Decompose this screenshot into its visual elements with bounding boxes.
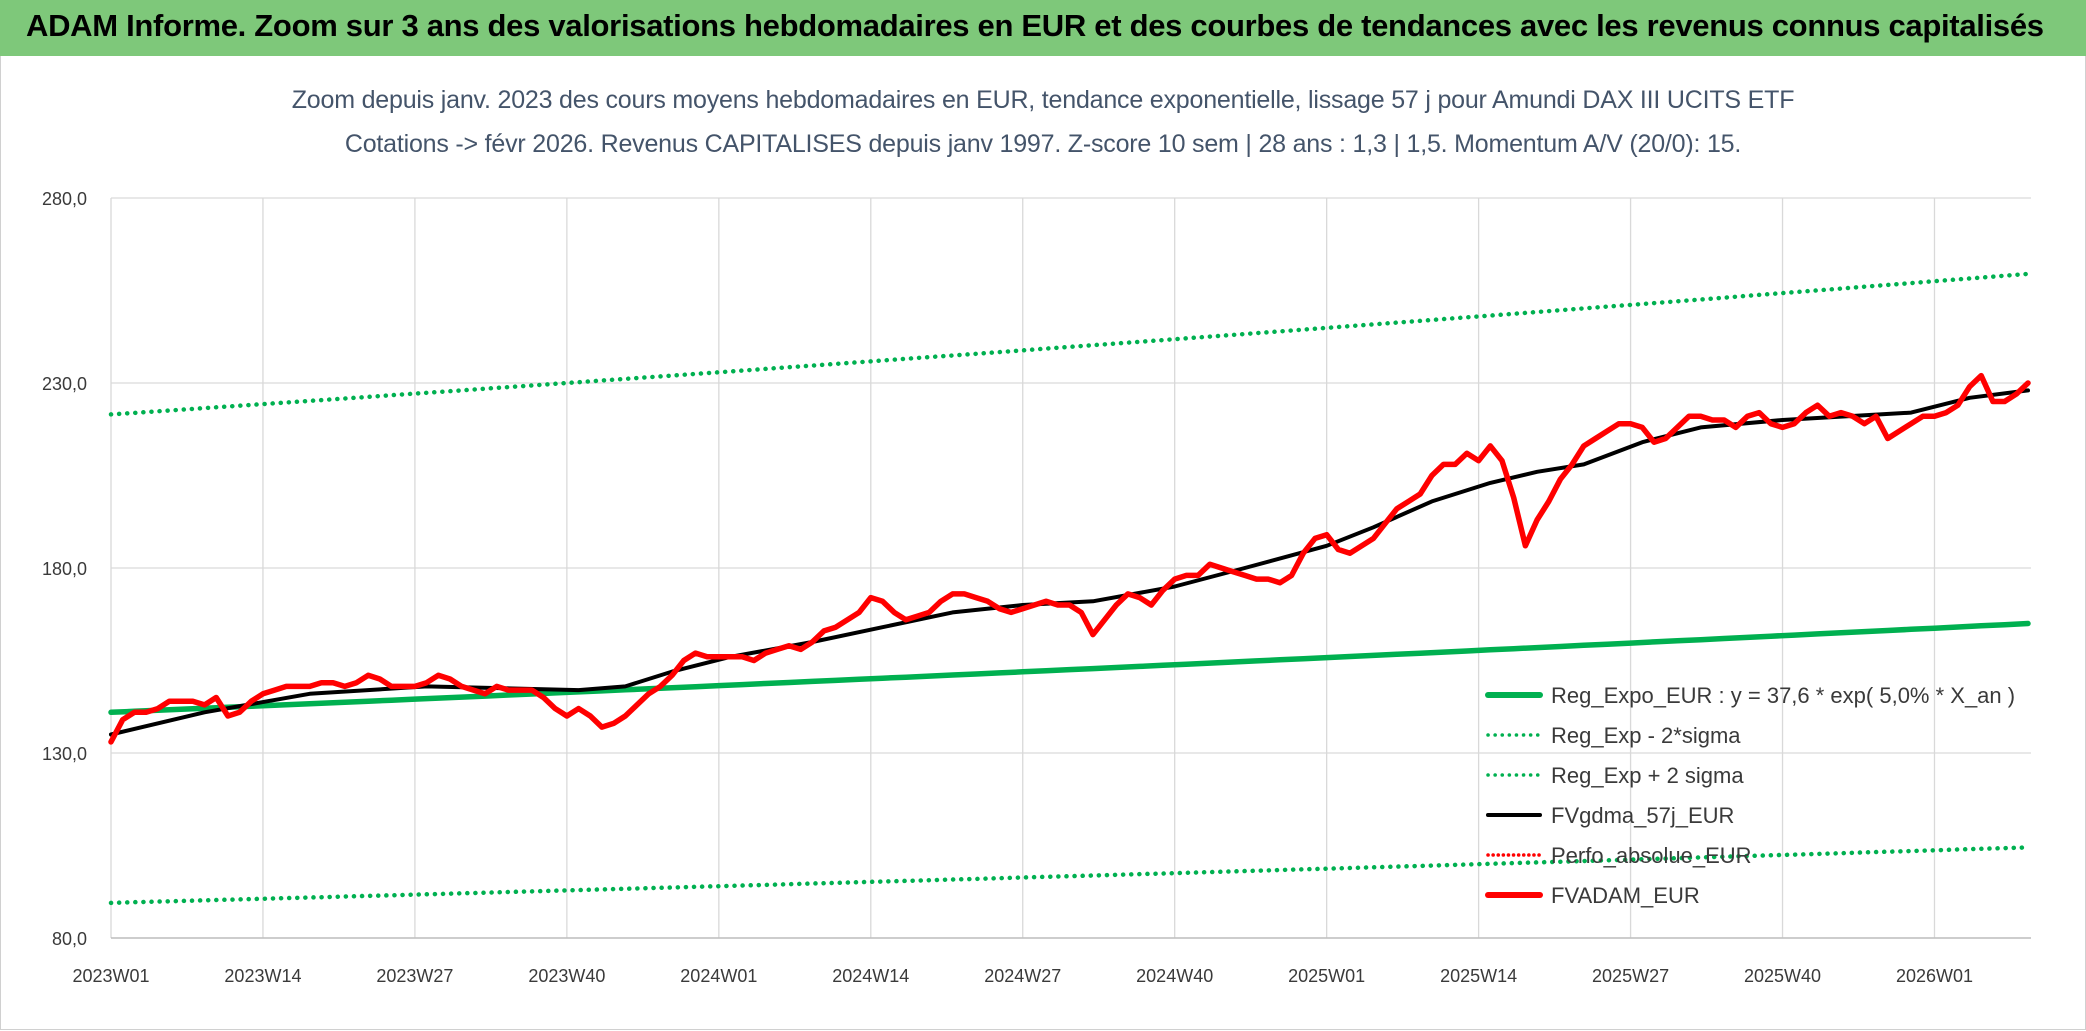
y-tick-label: 130,0	[42, 744, 87, 764]
report-title: ADAM Informe. Zoom sur 3 ans des valoris…	[26, 8, 2044, 43]
series-0-reg_expo_eur-line	[108, 620, 2031, 716]
series-2-reg_exp-line	[108, 271, 2031, 417]
x-tick-label: 2023W01	[72, 966, 149, 986]
x-tick-label: 2023W40	[528, 966, 605, 986]
legend-label: Reg_Exp - 2*sigma	[1551, 723, 1741, 748]
legend: Reg_Expo_EUR : y = 37,6 * exp( 5,0% * X_…	[1485, 683, 2015, 908]
x-tick-label: 2024W27	[984, 966, 1061, 986]
x-tick-label: 2024W40	[1136, 966, 1213, 986]
series-3-fvgdma_57j_eur-line	[109, 388, 2030, 737]
y-axis-ticks: 80,0 130,0 180,0 230,0 280,0	[42, 189, 87, 949]
x-tick-label: 2024W01	[680, 966, 757, 986]
x-tick-label: 2024W14	[832, 966, 909, 986]
y-tick-label: 80,0	[52, 929, 87, 949]
series-5-fvadam_eur-line	[108, 372, 2031, 745]
x-tick-label: 2026W01	[1896, 966, 1973, 986]
x-tick-label: 2025W27	[1592, 966, 1669, 986]
chart-subtitle: Cotations -> févr 2026. Revenus CAPITALI…	[344, 130, 1742, 158]
x-tick-label: 2023W27	[376, 966, 453, 986]
y-tick-label: 180,0	[42, 559, 87, 579]
x-tick-label: 2025W40	[1744, 966, 1821, 986]
legend-label: FVADAM_EUR	[1551, 883, 1700, 908]
x-tick-label: 2025W14	[1440, 966, 1517, 986]
legend-label: Reg_Exp + 2 sigma	[1551, 763, 1744, 788]
legend-label: Perfo_absolue_EUR	[1551, 843, 1752, 868]
y-tick-label: 280,0	[42, 189, 87, 209]
chart-title: Zoom depuis janv. 2023 des cours moyens …	[291, 86, 1795, 114]
x-tick-label: 2023W14	[224, 966, 301, 986]
gridlines	[110, 197, 2031, 939]
x-tick-label: 2025W01	[1288, 966, 1365, 986]
y-tick-label: 230,0	[42, 374, 87, 394]
legend-label: Reg_Expo_EUR : y = 37,6 * exp( 5,0% * X_…	[1551, 683, 2015, 708]
x-axis-ticks: 2023W01 2023W14 2023W27 2023W40 2024W01 2024W…	[72, 966, 1973, 986]
report-banner: ADAM Informe. Zoom sur 3 ans des valoris…	[0, 0, 2086, 56]
series-layer	[108, 271, 2031, 906]
legend-label: FVgdma_57j_EUR	[1551, 803, 1734, 828]
